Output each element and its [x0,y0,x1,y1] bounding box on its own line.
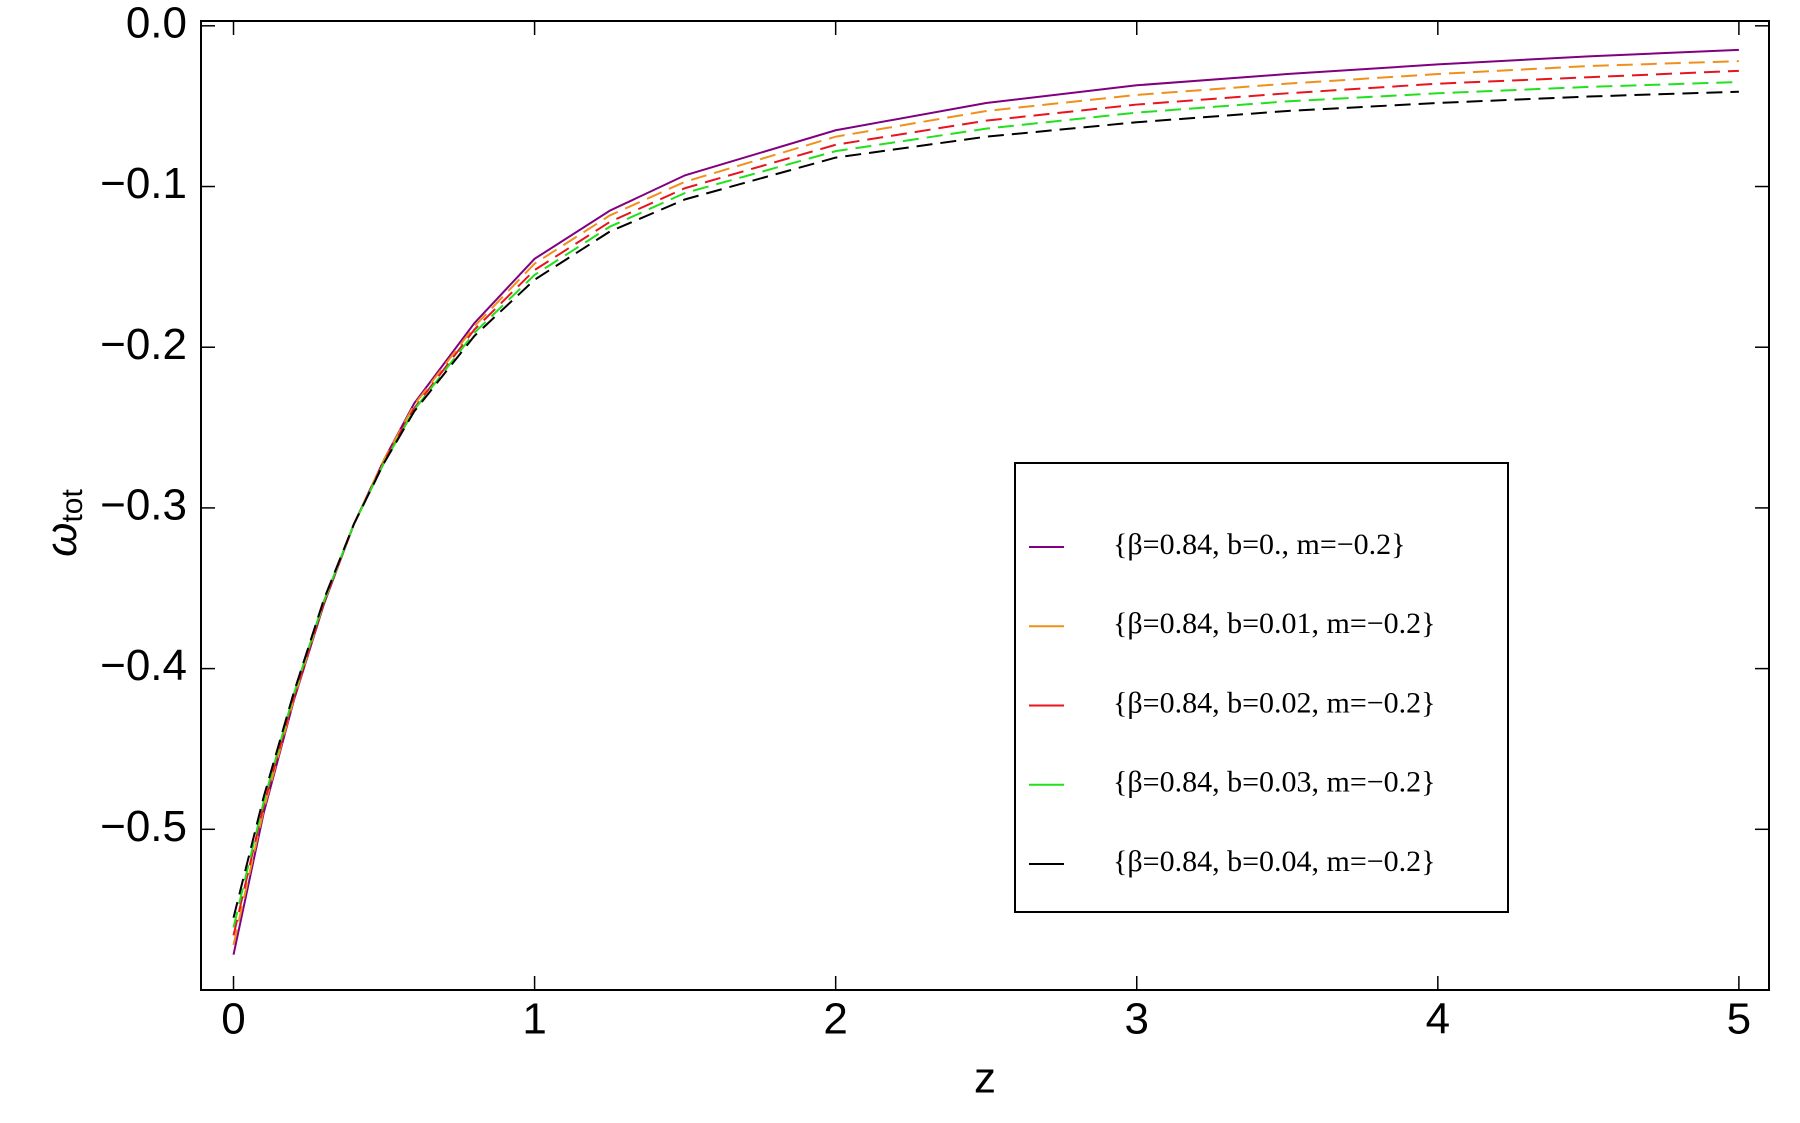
series-line [232,48,1739,955]
y-tick-label: 0.0 [126,0,187,47]
legend-label: {β=0.84, b=0.02, m=−0.2} [1113,686,1436,719]
y-axis-label-sub: tot [56,489,89,523]
x-tick-label: 5 [1727,995,1751,1044]
y-tick-label: −0.4 [100,641,187,690]
legend-label: {β=0.84, b=0.04, m=−0.2} [1113,845,1436,878]
legend-label: {β=0.84, b=0.01, m=−0.2} [1113,607,1436,640]
series-line [232,60,1739,946]
y-tick-label: −0.5 [100,802,187,851]
x-tick-label: 1 [522,995,546,1044]
x-axis-label: z [974,1054,996,1103]
y-tick-label: −0.1 [100,159,187,208]
series-line [232,81,1739,928]
y-axis-label-main: ω [37,523,86,557]
x-tick-label: 2 [823,995,847,1044]
legend-label: {β=0.84, b=0.03, m=−0.2} [1113,766,1436,799]
y-axis-label: ωtot [37,489,89,557]
legend-label: {β=0.84, b=0., m=−0.2} [1113,528,1406,561]
plot-frame [200,20,1770,991]
y-tick-label: −0.3 [100,481,187,530]
series-line [232,90,1739,918]
x-tick-label: 0 [221,995,245,1044]
series-line [232,69,1739,936]
x-tick-label: 4 [1426,995,1450,1044]
y-tick-label: −0.2 [100,320,187,369]
legend-box [1014,462,1509,913]
x-tick-label: 3 [1124,995,1148,1044]
